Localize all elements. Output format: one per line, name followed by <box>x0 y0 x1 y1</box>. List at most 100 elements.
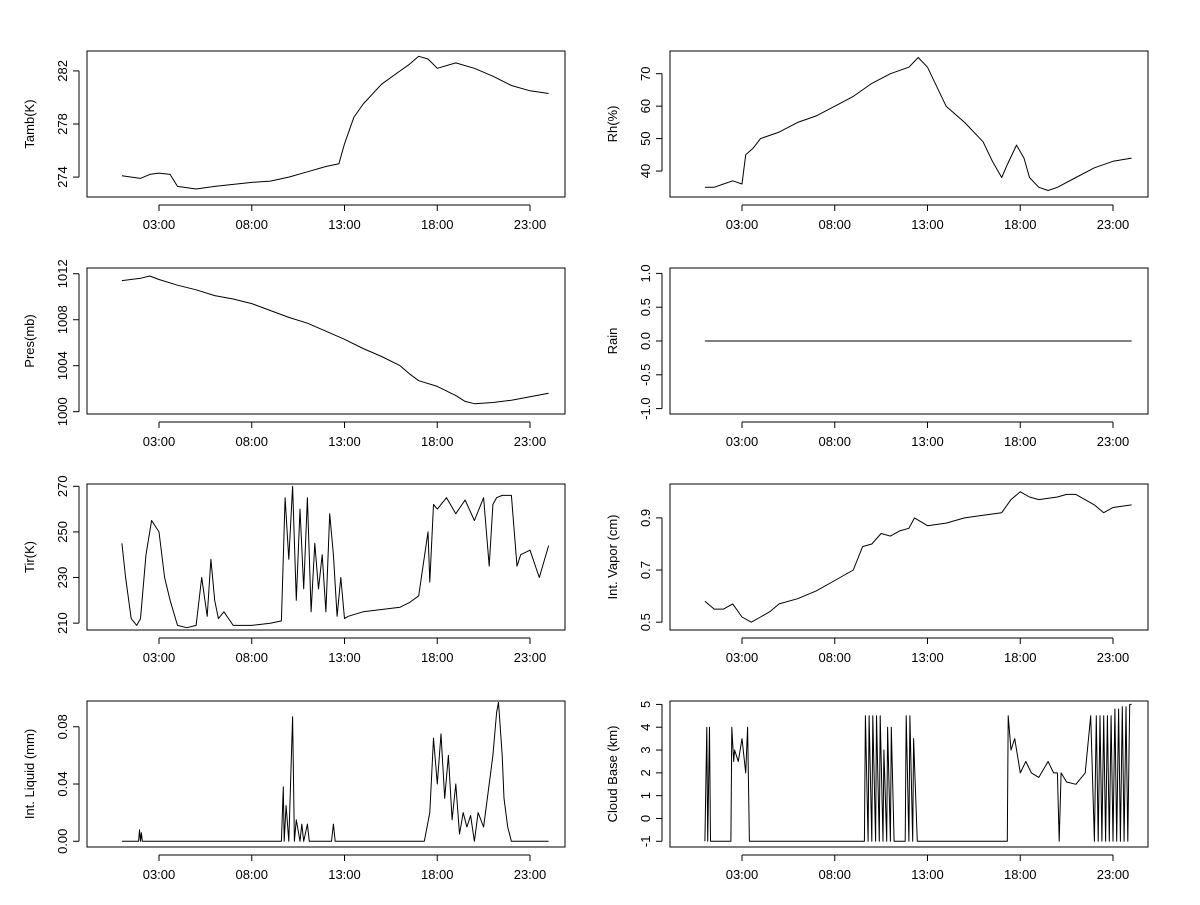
plot-frame <box>86 50 566 198</box>
y-tick-label: 0.00 <box>55 829 70 854</box>
plot-frame <box>669 483 1149 631</box>
y-tick-label: 1 <box>638 792 653 799</box>
y-tick-label: 0.9 <box>638 509 653 527</box>
x-tick-label: 03:00 <box>143 650 176 665</box>
y-tick-label: 2 <box>638 769 653 776</box>
y-tick-label: 0.5 <box>638 298 653 316</box>
series-line-pres <box>121 275 549 405</box>
y-tick-label: 1.0 <box>638 264 653 282</box>
x-tick-label: 18:00 <box>421 217 454 232</box>
y-axis-label: Int. Liquid (mm) <box>22 729 37 819</box>
x-tick-label: 03:00 <box>143 217 176 232</box>
plot-frame <box>669 267 1149 415</box>
x-tick-label: 18:00 <box>1004 217 1037 232</box>
y-tick-label: -1 <box>638 836 653 848</box>
x-tick-label: 08:00 <box>235 867 268 882</box>
y-tick-label: 70 <box>638 66 653 80</box>
x-tick-label: 23:00 <box>514 867 547 882</box>
x-tick-label: 23:00 <box>1097 434 1130 449</box>
panel-7: 03:00 08:00 13:00 18:00 23:00 0.00 0.04 0.08 Int… <box>22 700 566 882</box>
x-tick-label: 13:00 <box>328 434 361 449</box>
x-tick-label: 03:00 <box>726 867 759 882</box>
y-tick-label: 60 <box>638 99 653 113</box>
x-tick-label: 03:00 <box>143 867 176 882</box>
x-tick-label: 08:00 <box>818 650 851 665</box>
plot-frame <box>86 483 566 631</box>
x-tick-label: 08:00 <box>818 217 851 232</box>
y-axis-label: Int. Vapor (cm) <box>605 514 620 599</box>
plot-frame <box>669 50 1149 198</box>
panel-3: 03:00 08:00 13:00 18:00 23:00 1000 1004 1008 101… <box>22 259 566 449</box>
y-tick-label: 282 <box>55 60 70 82</box>
y-tick-label: 0 <box>638 815 653 822</box>
x-tick-label: 23:00 <box>1097 650 1130 665</box>
series-line-int-vapor <box>704 491 1132 623</box>
y-tick-label: 5 <box>638 701 653 708</box>
x-tick-label: 03:00 <box>726 650 759 665</box>
y-axis-label: Rain <box>605 328 620 355</box>
x-tick-label: 23:00 <box>514 217 547 232</box>
x-tick-label: 23:00 <box>1097 217 1130 232</box>
y-tick-label: 274 <box>55 166 70 188</box>
y-tick-label: -0.5 <box>638 364 653 386</box>
y-tick-label: 210 <box>55 612 70 634</box>
x-tick-label: 13:00 <box>328 650 361 665</box>
x-tick-label: 13:00 <box>328 217 361 232</box>
series-line-rh <box>704 57 1132 191</box>
y-tick-label: 0.7 <box>638 561 653 579</box>
x-tick-label: 18:00 <box>421 650 454 665</box>
x-tick-label: 18:00 <box>421 434 454 449</box>
y-tick-label: 40 <box>638 164 653 178</box>
series-line-cloud-base <box>704 703 1132 842</box>
x-tick-label: 08:00 <box>818 434 851 449</box>
y-axis-label: Rh(%) <box>605 106 620 143</box>
y-axis-label: Tamb(K) <box>22 99 37 148</box>
y-tick-label: 50 <box>638 131 653 145</box>
x-tick-label: 18:00 <box>1004 867 1037 882</box>
x-tick-label: 18:00 <box>1004 650 1037 665</box>
series-line-tamb <box>121 55 549 190</box>
x-tick-label: 08:00 <box>235 434 268 449</box>
y-axis-label: Cloud Base (km) <box>605 726 620 823</box>
x-tick-label: 13:00 <box>911 434 944 449</box>
plot-frame <box>86 700 566 848</box>
panel-4: 03:00 08:00 13:00 18:00 23:00 -1.0 -0.5 0.0 0.5 1… <box>605 264 1149 449</box>
y-tick-label: 250 <box>55 521 70 543</box>
y-axis-label: Pres(mb) <box>22 314 37 367</box>
y-tick-label: 270 <box>55 475 70 497</box>
y-tick-label: 1008 <box>55 305 70 334</box>
y-tick-label: -1.0 <box>638 397 653 419</box>
x-tick-label: 18:00 <box>1004 434 1037 449</box>
series-line-int-liquid <box>121 701 549 842</box>
x-tick-label: 23:00 <box>514 650 547 665</box>
y-tick-label: 230 <box>55 567 70 589</box>
x-tick-label: 13:00 <box>911 867 944 882</box>
y-tick-label: 1000 <box>55 397 70 426</box>
x-tick-label: 23:00 <box>1097 867 1130 882</box>
y-tick-label: 4 <box>638 724 653 731</box>
y-tick-label: 0.0 <box>638 332 653 350</box>
x-tick-label: 13:00 <box>911 217 944 232</box>
x-tick-label: 03:00 <box>726 217 759 232</box>
y-tick-label: 0.08 <box>55 714 70 739</box>
x-tick-label: 03:00 <box>143 434 176 449</box>
x-tick-label: 08:00 <box>235 217 268 232</box>
y-tick-label: 0.04 <box>55 771 70 796</box>
x-tick-label: 03:00 <box>726 434 759 449</box>
series-line-tir <box>121 485 550 629</box>
y-axis-label: Tir(K) <box>22 541 37 573</box>
panel-8: 03:00 08:00 13:00 18:00 23:00 -1 0 1 2 3 4 5 Cloud B… <box>605 700 1149 882</box>
y-tick-label: 3 <box>638 746 653 753</box>
x-tick-label: 08:00 <box>818 867 851 882</box>
panel-1: 03:00 08:00 13:00 18:00 23:00 274 278 282 Tamb(K… <box>22 50 566 232</box>
panel-6: 03:00 08:00 13:00 18:00 23:00 0.5 0.7 0.9 Int. V… <box>605 483 1149 665</box>
plot-frame <box>86 267 566 415</box>
y-tick-label: 1004 <box>55 351 70 380</box>
panel-5: 03:00 08:00 13:00 18:00 23:00 210 230 250 270 Tir… <box>22 475 566 665</box>
y-tick-label: 1012 <box>55 259 70 288</box>
x-tick-label: 18:00 <box>421 867 454 882</box>
x-tick-label: 13:00 <box>911 650 944 665</box>
plot-frame <box>669 700 1149 848</box>
x-tick-label: 08:00 <box>235 650 268 665</box>
